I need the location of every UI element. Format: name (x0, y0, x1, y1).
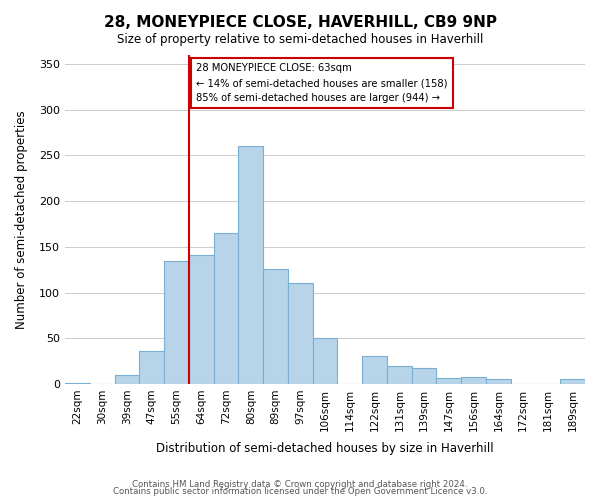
X-axis label: Distribution of semi-detached houses by size in Haverhill: Distribution of semi-detached houses by … (156, 442, 494, 455)
Bar (115, 375, 139, 384)
Bar (139, 351, 164, 384)
Bar (560, 380, 585, 384)
Text: Contains HM Land Registry data © Crown copyright and database right 2024.: Contains HM Land Registry data © Crown c… (132, 480, 468, 489)
Y-axis label: Number of semi-detached properties: Number of semi-detached properties (15, 110, 28, 329)
Text: Size of property relative to semi-detached houses in Haverhill: Size of property relative to semi-detach… (117, 32, 483, 46)
Bar (412, 368, 436, 384)
Bar (189, 255, 214, 384)
Text: Contains public sector information licensed under the Open Government Licence v3: Contains public sector information licen… (113, 488, 487, 496)
Bar (214, 233, 238, 384)
Bar (461, 376, 486, 384)
Bar (387, 366, 412, 384)
Bar (238, 146, 263, 384)
Text: 28, MONEYPIECE CLOSE, HAVERHILL, CB9 9NP: 28, MONEYPIECE CLOSE, HAVERHILL, CB9 9NP (104, 15, 497, 30)
Bar (313, 338, 337, 384)
Bar (164, 260, 189, 384)
Bar (486, 380, 511, 384)
Bar (288, 284, 313, 384)
Text: 28 MONEYPIECE CLOSE: 63sqm
← 14% of semi-detached houses are smaller (158)
85% o: 28 MONEYPIECE CLOSE: 63sqm ← 14% of semi… (196, 63, 448, 103)
Bar (263, 269, 288, 384)
Bar (362, 356, 387, 384)
Bar (65, 383, 90, 384)
Bar (436, 378, 461, 384)
